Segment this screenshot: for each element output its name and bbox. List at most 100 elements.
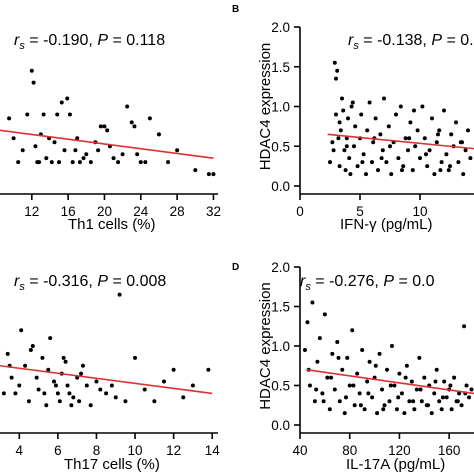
data-point <box>105 128 110 133</box>
data-point <box>352 403 357 408</box>
data-point <box>69 403 74 408</box>
data-point <box>361 152 366 157</box>
data-point <box>436 132 440 137</box>
data-point <box>142 387 147 392</box>
panel-c: 4 6 8 10 12 14 Th17 cells (%) rs = -0.316, P = … <box>0 273 220 473</box>
data-point <box>340 96 344 101</box>
data-point <box>415 128 420 133</box>
data-point <box>396 156 401 161</box>
data-point <box>440 395 445 400</box>
data-point <box>403 136 408 141</box>
data-point <box>332 387 337 392</box>
y-tick-label: 1.5 <box>271 60 290 75</box>
data-point <box>432 391 437 396</box>
data-point <box>338 128 343 133</box>
x-axis-label: IL-17A (pg/mL) <box>346 456 445 473</box>
data-point <box>442 108 446 113</box>
data-point <box>384 160 389 165</box>
data-point <box>321 399 326 404</box>
data-point <box>67 112 72 117</box>
y-tick-label: 2.0 <box>271 20 290 35</box>
data-point <box>382 96 386 101</box>
data-point <box>347 156 352 161</box>
stat-rs-subscript: s <box>19 40 25 52</box>
data-point <box>364 172 368 177</box>
regression-line <box>306 368 474 395</box>
x-tick-label: 20 <box>97 204 112 219</box>
data-point <box>315 359 320 364</box>
data-point <box>138 160 143 165</box>
data-point <box>345 355 350 360</box>
data-point <box>341 108 346 113</box>
data-point <box>40 355 45 360</box>
stat-annotation: rs = -0.316, P = 0.008 <box>14 273 166 293</box>
data-point <box>310 300 315 305</box>
data-point <box>398 104 403 109</box>
data-point <box>433 379 438 384</box>
data-point <box>427 148 432 153</box>
data-point <box>33 144 38 149</box>
stat-p-value: = 0.1 <box>442 32 474 49</box>
data-point <box>371 140 376 145</box>
data-point <box>457 391 462 396</box>
data-point <box>79 371 84 376</box>
data-point <box>403 375 408 380</box>
data-point <box>344 144 349 149</box>
stat-rs-value: = -0.190, <box>25 32 98 49</box>
data-point <box>394 407 399 412</box>
data-point <box>352 144 356 149</box>
data-point <box>462 324 467 329</box>
data-point <box>365 128 370 133</box>
data-point <box>373 363 378 368</box>
data-point <box>454 120 458 125</box>
data-point <box>466 128 470 133</box>
data-point <box>44 403 49 408</box>
data-point <box>133 355 138 360</box>
data-point <box>413 144 418 149</box>
data-point <box>113 395 118 400</box>
stat-rs-subscript: s <box>305 281 311 293</box>
data-point <box>77 160 82 165</box>
data-point <box>380 148 385 153</box>
data-point <box>166 160 171 165</box>
data-point <box>359 112 364 117</box>
data-point <box>426 403 431 408</box>
data-point <box>399 391 404 396</box>
data-point <box>344 136 349 141</box>
data-point <box>446 168 451 173</box>
stat-rs-subscript: s <box>353 40 359 52</box>
data-point <box>84 152 89 157</box>
data-point <box>41 112 46 117</box>
data-point <box>351 383 356 388</box>
data-point <box>307 383 312 388</box>
data-point <box>211 172 216 177</box>
data-point <box>335 68 340 73</box>
data-point <box>143 160 148 165</box>
data-point <box>55 112 60 117</box>
x-tick-label: 24 <box>133 204 149 219</box>
data-point <box>67 391 72 396</box>
data-point <box>434 140 439 145</box>
data-point <box>412 108 416 113</box>
data-point <box>414 387 419 392</box>
data-point <box>9 375 14 380</box>
data-point <box>342 148 347 153</box>
stat-rs-symbol: r <box>14 32 20 49</box>
data-point <box>70 160 75 165</box>
stat-rs-symbol: r <box>348 32 354 49</box>
stat-rs-value: = -0.138, <box>359 32 432 49</box>
data-point <box>449 132 454 137</box>
stat-annotation: rs = -0.190, P = 0.118 <box>14 32 165 52</box>
data-point <box>388 383 393 388</box>
x-axis-label: IFN-γ (pg/mL) <box>340 216 433 233</box>
data-point <box>11 136 16 141</box>
data-point <box>5 351 10 356</box>
data-point <box>312 399 317 404</box>
data-point <box>460 140 464 145</box>
data-point <box>420 104 425 109</box>
data-point <box>327 407 332 412</box>
stat-annotation: rs = -0.276, P = 0.0 <box>300 273 435 293</box>
x-tick-label: 12 <box>24 204 39 219</box>
data-point <box>129 120 134 125</box>
data-point <box>336 136 341 141</box>
